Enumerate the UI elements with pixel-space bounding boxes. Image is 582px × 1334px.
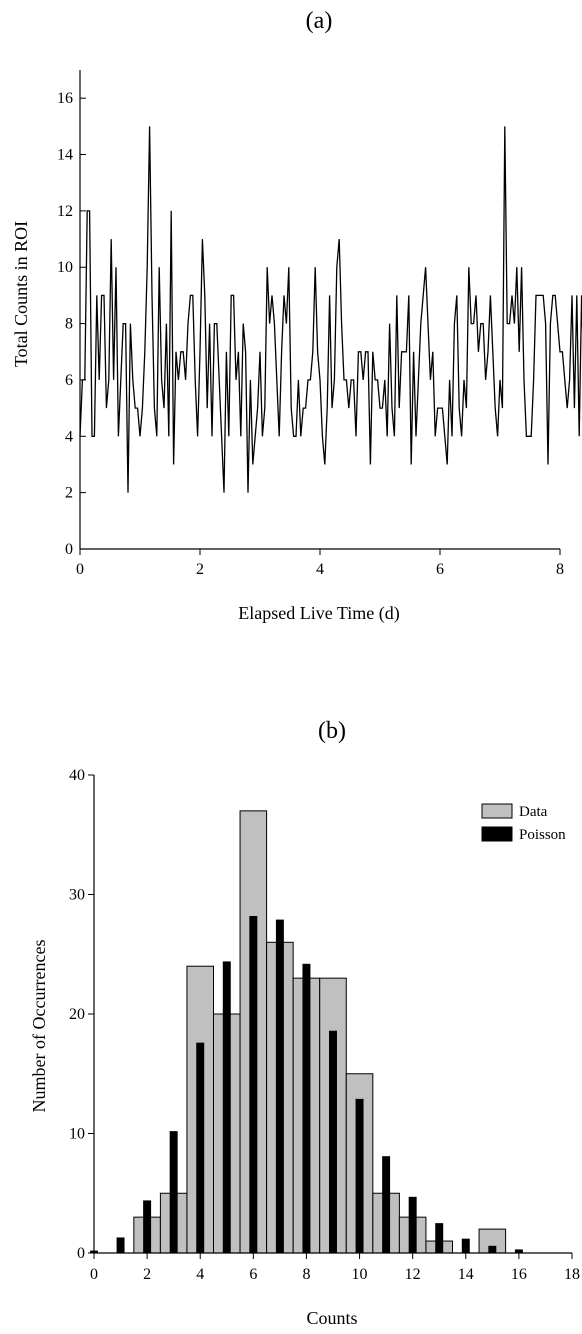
poisson-bar bbox=[461, 1238, 470, 1253]
y-tick-label: 20 bbox=[69, 1006, 85, 1023]
histogram-x-axis-title: Counts bbox=[306, 1308, 357, 1328]
histogram-chart: (b) 0 10 20 30 40 0 2 4 6 8 10 12 14 16 18 Data Poiss… bbox=[29, 718, 580, 1328]
histogram-y-ticks: 0 10 20 30 40 bbox=[69, 767, 94, 1262]
y-tick-label: 2 bbox=[65, 485, 73, 502]
x-tick-label: 4 bbox=[196, 1266, 204, 1283]
x-tick-label: 0 bbox=[76, 561, 84, 578]
x-tick-label: 8 bbox=[556, 561, 564, 578]
histogram-legend: Data Poisson bbox=[481, 803, 566, 843]
y-tick-label: 10 bbox=[57, 259, 73, 276]
x-tick-label: 8 bbox=[302, 1266, 310, 1283]
time-series-y-ticks: 0 2 4 6 8 10 12 14 16 bbox=[57, 90, 86, 558]
y-tick-label: 14 bbox=[57, 147, 73, 164]
y-tick-label: 30 bbox=[69, 887, 85, 904]
y-tick-label: 4 bbox=[65, 428, 73, 445]
poisson-bar bbox=[116, 1237, 125, 1253]
x-tick-label: 2 bbox=[196, 561, 204, 578]
poisson-bar bbox=[435, 1223, 444, 1253]
x-tick-label: 18 bbox=[564, 1266, 580, 1283]
panel-a-label: (a) bbox=[306, 8, 333, 34]
legend-swatch-poisson bbox=[481, 826, 513, 842]
x-tick-label: 10 bbox=[352, 1266, 368, 1283]
x-tick-label: 2 bbox=[143, 1266, 151, 1283]
y-tick-label: 12 bbox=[57, 203, 73, 220]
poisson-bar bbox=[222, 961, 231, 1253]
histogram-poisson-bars bbox=[90, 916, 523, 1253]
y-tick-label: 6 bbox=[65, 372, 73, 389]
x-tick-label: 14 bbox=[458, 1266, 474, 1283]
poisson-bar bbox=[355, 1098, 364, 1253]
poisson-bar bbox=[302, 963, 311, 1253]
legend-label-data: Data bbox=[519, 804, 548, 820]
x-tick-label: 6 bbox=[436, 561, 444, 578]
x-tick-label: 6 bbox=[249, 1266, 257, 1283]
y-tick-label: 16 bbox=[57, 90, 73, 107]
x-tick-label: 0 bbox=[90, 1266, 98, 1283]
time-series-x-axis-title: Elapsed Live Time (d) bbox=[238, 603, 399, 624]
poisson-bar bbox=[488, 1245, 497, 1253]
time-series-line-group bbox=[79, 126, 582, 493]
poisson-bar bbox=[169, 1131, 178, 1253]
histogram-x-ticks: 0 2 4 6 8 10 12 14 16 18 bbox=[90, 1253, 580, 1283]
poisson-bar bbox=[249, 916, 258, 1253]
histogram-data-bars bbox=[133, 810, 507, 1254]
x-tick-label: 12 bbox=[405, 1266, 421, 1283]
counts-series-line bbox=[79, 126, 582, 493]
legend-label-poisson: Poisson bbox=[519, 827, 566, 843]
panel-b-label: (b) bbox=[318, 718, 346, 744]
histogram-y-axis-title: Number of Occurrences bbox=[29, 940, 49, 1113]
poisson-bar bbox=[329, 1030, 337, 1253]
time-series-y-axis-title: Total Counts in ROI bbox=[11, 221, 31, 367]
y-tick-label: 40 bbox=[69, 767, 85, 784]
poisson-bar bbox=[143, 1200, 152, 1253]
poisson-bar bbox=[408, 1196, 417, 1253]
poisson-bar bbox=[382, 1156, 391, 1253]
time-series-chart: (a) 0 2 4 6 8 10 12 14 16 0 2 4 6 8 Total Counts in … bbox=[11, 8, 582, 624]
x-tick-label: 4 bbox=[316, 561, 324, 578]
y-tick-label: 10 bbox=[69, 1126, 85, 1143]
y-tick-label: 8 bbox=[65, 316, 73, 333]
legend-swatch-data bbox=[481, 803, 513, 819]
time-series-x-ticks: 0 2 4 6 8 bbox=[76, 549, 564, 578]
poisson-bar bbox=[196, 1042, 205, 1253]
y-tick-label: 0 bbox=[77, 1245, 85, 1262]
x-tick-label: 16 bbox=[511, 1266, 527, 1283]
poisson-bar bbox=[275, 919, 284, 1253]
y-tick-label: 0 bbox=[65, 541, 73, 558]
poisson-bar bbox=[514, 1249, 523, 1253]
